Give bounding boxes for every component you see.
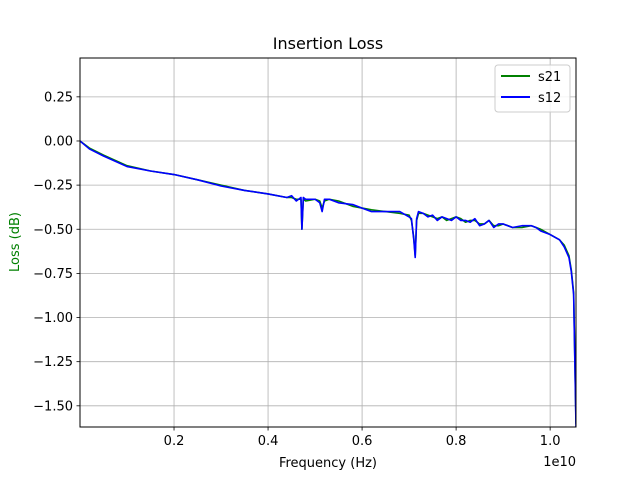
series-line-s12 xyxy=(80,140,576,427)
plot-frame xyxy=(79,57,577,428)
y-axis-label: Loss (dB) xyxy=(8,212,23,272)
axis-ticks: 0.2 0.4 0.6 0.8 1.0 0.25 0.00 −0.25 −0.50 −0.75 −1… xyxy=(33,90,560,449)
x-tick-label: 0.8 xyxy=(446,434,467,449)
y-tick-label: −1.50 xyxy=(33,399,73,414)
y-tick-label: −0.25 xyxy=(33,179,73,194)
x-axis-label: Frequency (Hz) xyxy=(279,456,377,471)
legend: s21 s12 xyxy=(494,64,571,113)
x-tick-label: 0.2 xyxy=(164,434,185,449)
y-tick-label: 0.25 xyxy=(44,90,73,105)
grid xyxy=(80,58,576,427)
y-tick-label: 0.00 xyxy=(44,134,73,149)
x-axis-offset-label: 1e10 xyxy=(543,455,576,470)
chart-title: Insertion Loss xyxy=(273,34,383,53)
y-tick-label: −0.50 xyxy=(33,223,73,238)
plot-area xyxy=(80,58,576,427)
legend-label-s12: s12 xyxy=(538,91,561,106)
series-lines xyxy=(80,140,576,427)
x-tick-label: 0.4 xyxy=(258,434,279,449)
x-tick-label: 0.6 xyxy=(352,434,373,449)
y-tick-label: −1.00 xyxy=(33,311,73,326)
legend-label-s21: s21 xyxy=(538,70,561,85)
x-tick-label: 1.0 xyxy=(540,434,561,449)
y-tick-label: −1.25 xyxy=(33,355,73,370)
y-tick-label: −0.75 xyxy=(33,267,73,282)
